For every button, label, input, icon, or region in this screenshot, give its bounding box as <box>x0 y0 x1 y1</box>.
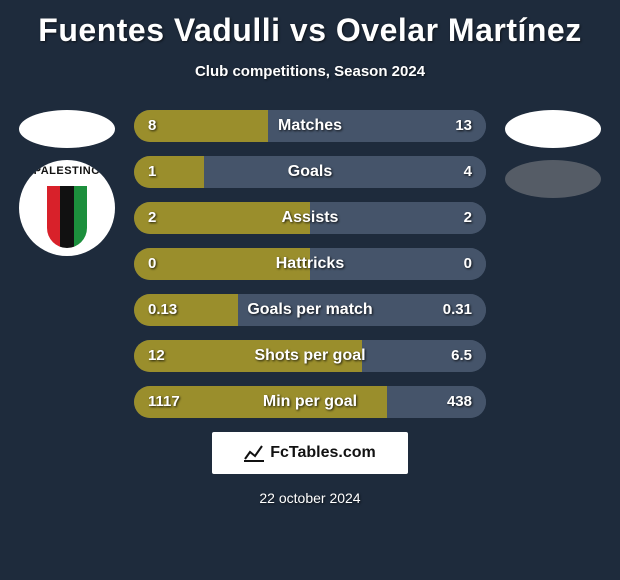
left-player-photo-placeholder <box>19 110 115 148</box>
page-title: Fuentes Vadulli vs Ovelar Martínez <box>0 0 620 49</box>
stat-row: Goals1 4 <box>134 156 486 188</box>
fctables-logo-icon <box>244 444 264 462</box>
stats-bars: Matches8 13 Goals1 4 Assists2 2 Hattricks0 0 Goa… <box>134 110 486 418</box>
stat-value-right: 2 <box>464 202 472 234</box>
stat-value-left: 1117 <box>148 386 180 418</box>
left-player-column: PALESTINO <box>12 110 122 256</box>
right-player-column <box>498 110 608 210</box>
left-club-badge: PALESTINO <box>19 160 115 256</box>
stat-row: Hattricks0 0 <box>134 248 486 280</box>
stat-value-left: 1 <box>148 156 156 188</box>
stat-value-right: 6.5 <box>451 340 472 372</box>
stat-label: Goals <box>134 156 486 188</box>
left-club-name: PALESTINO <box>19 165 115 177</box>
stat-value-left: 0.13 <box>148 294 177 326</box>
stat-label: Min per goal <box>134 386 486 418</box>
brand-footer: FcTables.com <box>212 432 408 474</box>
stat-value-right: 4 <box>464 156 472 188</box>
stat-row: Goals per match0.13 0.31 <box>134 294 486 326</box>
right-player-photo-placeholder <box>505 110 601 148</box>
stat-value-right: 438 <box>447 386 472 418</box>
stat-label: Assists <box>134 202 486 234</box>
brand-text: FcTables.com <box>270 444 376 462</box>
stat-label: Goals per match <box>134 294 486 326</box>
stat-value-left: 12 <box>148 340 165 372</box>
stat-row: Shots per goal12 6.5 <box>134 340 486 372</box>
stat-row: Assists2 2 <box>134 202 486 234</box>
stat-row: Min per goal1117 438 <box>134 386 486 418</box>
stat-row: Matches8 13 <box>134 110 486 142</box>
stat-label: Shots per goal <box>134 340 486 372</box>
date-line: 22 october 2024 <box>0 490 620 506</box>
stat-value-left: 8 <box>148 110 156 142</box>
stat-value-right: 0.31 <box>443 294 472 326</box>
page-subtitle: Club competitions, Season 2024 <box>0 63 620 80</box>
stat-value-left: 2 <box>148 202 156 234</box>
badge-stripes-icon <box>47 186 87 248</box>
stat-value-right: 13 <box>455 110 472 142</box>
stat-label: Matches <box>134 110 486 142</box>
comparison-area: PALESTINO Matches8 13 Goals1 4 Assists2 2 Hatt… <box>0 110 620 418</box>
stat-value-right: 0 <box>464 248 472 280</box>
right-club-badge-placeholder <box>505 160 601 198</box>
stat-label: Hattricks <box>134 248 486 280</box>
stat-value-left: 0 <box>148 248 156 280</box>
